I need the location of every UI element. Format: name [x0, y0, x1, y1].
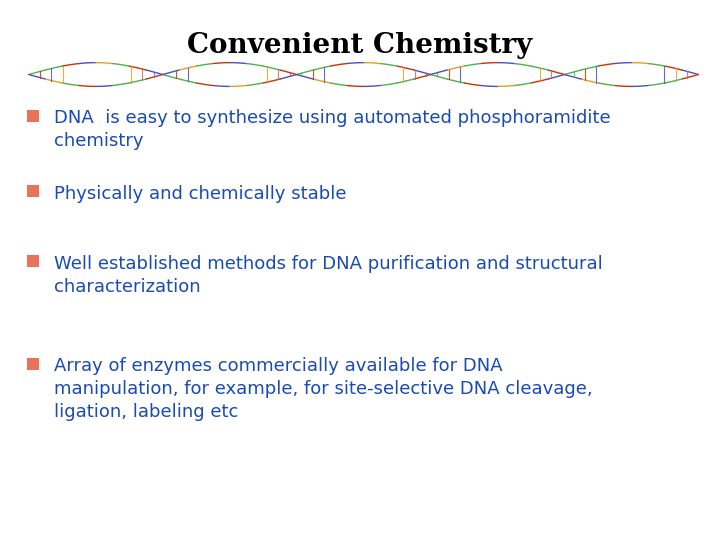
Text: Array of enzymes commercially available for DNA
manipulation, for example, for s: Array of enzymes commercially available … [54, 357, 593, 421]
Bar [27, 255, 39, 267]
Text: Convenient Chemistry: Convenient Chemistry [187, 32, 533, 59]
Text: Physically and chemically stable: Physically and chemically stable [54, 185, 346, 202]
Text: Well established methods for DNA purification and structural
characterization: Well established methods for DNA purific… [54, 255, 603, 296]
Text: DNA  is easy to synthesize using automated phosphoramidite
chemistry: DNA is easy to synthesize using automate… [54, 109, 611, 150]
Bar [27, 358, 39, 370]
Bar [27, 110, 39, 122]
Bar [27, 185, 39, 197]
